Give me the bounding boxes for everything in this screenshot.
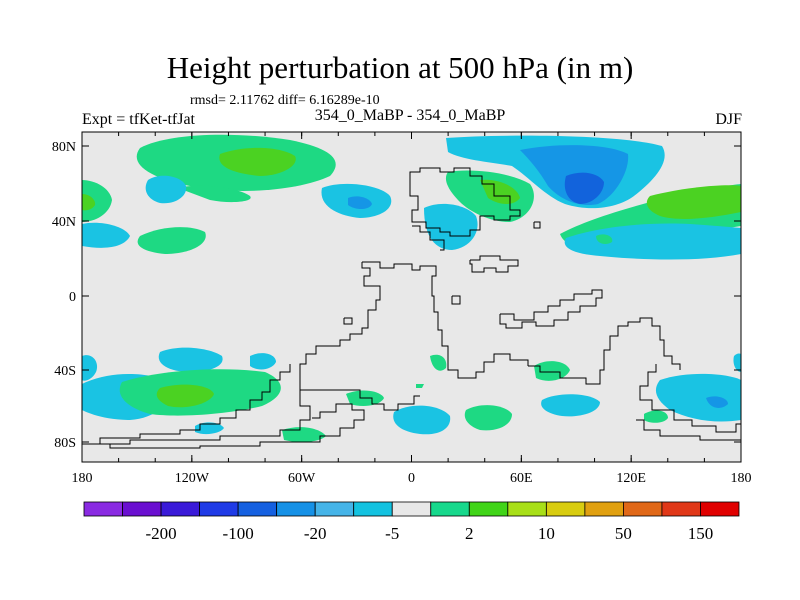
colorbar-label: 50 bbox=[615, 524, 632, 543]
colorbar-swatch bbox=[238, 502, 277, 516]
colorbar-swatch bbox=[508, 502, 547, 516]
colorbar-label: -5 bbox=[385, 524, 399, 543]
colorbar-swatch bbox=[315, 502, 354, 516]
lon-tick-label: 120W bbox=[175, 471, 210, 486]
colorbar-swatch bbox=[469, 502, 508, 516]
colorbar-label: -200 bbox=[145, 524, 176, 543]
colorbar-label: 10 bbox=[538, 524, 555, 543]
lon-tick-label: 180 bbox=[731, 471, 752, 486]
colorbar-swatch bbox=[585, 502, 624, 516]
lon-tick-label: 120E bbox=[616, 471, 646, 486]
colorbar: -200 -100 -20 -5 2 10 50 150 bbox=[84, 502, 739, 543]
lat-tick-label: 0 bbox=[69, 290, 76, 305]
colorbar-swatch bbox=[546, 502, 585, 516]
colorbar-label: -100 bbox=[223, 524, 254, 543]
colorbar-swatch bbox=[200, 502, 239, 516]
colorbar-swatch bbox=[161, 502, 200, 516]
colorbar-swatch bbox=[392, 502, 431, 516]
colorbar-swatch bbox=[431, 502, 470, 516]
colorbar-swatch bbox=[84, 502, 123, 516]
contour-green-s7 bbox=[644, 411, 668, 423]
lon-tick-label: 0 bbox=[408, 471, 415, 486]
colorbar-swatch bbox=[662, 502, 701, 516]
colorbar-swatch bbox=[700, 502, 739, 516]
colorbar-swatch bbox=[623, 502, 662, 516]
colorbar-swatch bbox=[277, 502, 316, 516]
lon-tick-label: 60E bbox=[510, 471, 533, 486]
lon-tick-label: 180 bbox=[72, 471, 93, 486]
lon-tick-label: 60W bbox=[288, 471, 316, 486]
map-figure: 80N40N040S80S180 120W 60W 0 60E 120E 180 -200-… bbox=[0, 0, 800, 600]
colorbar-label: 150 bbox=[688, 524, 714, 543]
perturbation-field bbox=[82, 132, 741, 462]
colorbar-label: 2 bbox=[465, 524, 474, 543]
lat-tick-label: 80N bbox=[52, 140, 76, 155]
colorbar-swatch bbox=[123, 502, 162, 516]
colorbar-label: -20 bbox=[304, 524, 327, 543]
lat-tick-label: 40S bbox=[54, 364, 76, 379]
lat-tick-label: 80S bbox=[54, 436, 76, 451]
colorbar-swatch bbox=[354, 502, 393, 516]
lat-tick-label: 40N bbox=[52, 215, 76, 230]
